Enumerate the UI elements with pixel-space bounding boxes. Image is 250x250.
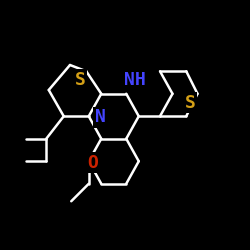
Text: O: O — [87, 154, 98, 172]
Text: NH: NH — [124, 71, 146, 89]
Text: S: S — [184, 94, 196, 112]
Text: S: S — [74, 71, 86, 89]
Text: N: N — [94, 108, 106, 126]
